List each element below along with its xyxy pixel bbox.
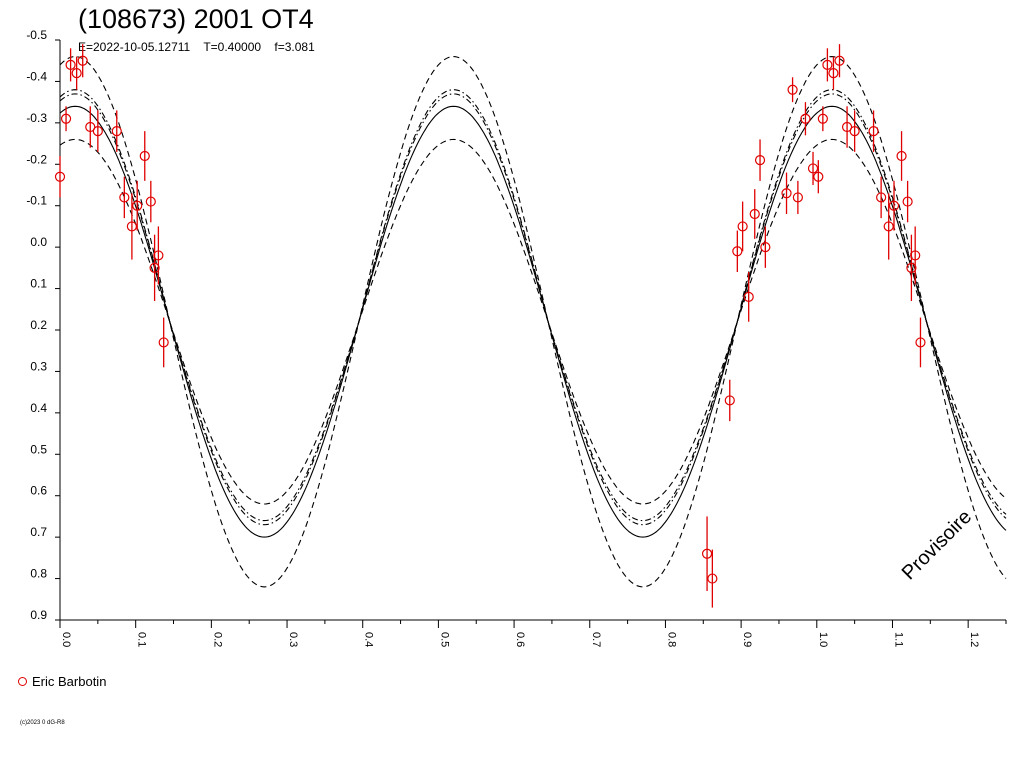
y-tick-label: -0.5 bbox=[26, 28, 47, 42]
data-point bbox=[915, 337, 926, 348]
data-point bbox=[132, 200, 143, 211]
data-point bbox=[760, 242, 771, 253]
y-tick-label: 0.1 bbox=[30, 277, 47, 291]
x-tick-label: 0.3 bbox=[287, 632, 299, 647]
model-curve-center bbox=[59, 105, 1007, 538]
data-point bbox=[781, 188, 792, 199]
data-point bbox=[111, 126, 122, 137]
data-point bbox=[868, 126, 879, 137]
model-curves bbox=[59, 56, 1007, 588]
data-point bbox=[902, 196, 913, 207]
x-tick-label: 1.1 bbox=[892, 632, 904, 647]
data-point bbox=[828, 68, 839, 79]
data-point bbox=[849, 126, 860, 137]
x-tick-label: 0.1 bbox=[136, 632, 148, 647]
model-curve-inner-2 bbox=[59, 89, 1007, 522]
data-point bbox=[158, 337, 169, 348]
data-point bbox=[65, 59, 76, 70]
data-point bbox=[701, 548, 713, 559]
chart-title: (108673) 2001 OT4 bbox=[78, 4, 314, 34]
axes: -0.5 -0.4 -0.3 -0.2 -0.1 0.0 0.1 0.2 0.3 0.4 0.5 0.… bbox=[26, 28, 1007, 647]
y-tick-label: 0.3 bbox=[30, 359, 47, 373]
legend: Eric Barbotin bbox=[18, 674, 106, 689]
data-point bbox=[153, 250, 164, 261]
data-point bbox=[834, 55, 845, 66]
data-point bbox=[139, 150, 150, 162]
y-tick-label: 0.0 bbox=[30, 235, 47, 249]
data-point bbox=[71, 68, 82, 79]
data-point bbox=[126, 221, 137, 232]
y-tick-label: -0.3 bbox=[26, 111, 47, 125]
y-tick-label: 0.7 bbox=[30, 525, 47, 539]
data-point bbox=[60, 113, 72, 124]
data-point bbox=[906, 262, 917, 273]
data-point bbox=[910, 250, 921, 261]
data-point bbox=[732, 246, 743, 257]
data-point bbox=[792, 192, 803, 203]
x-tick-label: 1.0 bbox=[817, 632, 829, 647]
legend-marker-icon bbox=[18, 677, 27, 686]
x-tick-label: 0.6 bbox=[514, 632, 526, 647]
data-point bbox=[883, 221, 894, 232]
data-point bbox=[77, 55, 88, 66]
data-point bbox=[787, 84, 798, 95]
data-point bbox=[707, 573, 718, 584]
y-tick-label: -0.2 bbox=[26, 152, 47, 166]
x-tick-label: 1.2 bbox=[968, 632, 980, 647]
data-point bbox=[896, 150, 907, 162]
x-tick-label: 0.9 bbox=[741, 632, 753, 647]
x-tick-label: 0.4 bbox=[363, 632, 375, 647]
data-point bbox=[145, 196, 156, 207]
data-point bbox=[841, 121, 853, 133]
data-point bbox=[876, 192, 887, 203]
y-tick-label: 0.5 bbox=[30, 442, 47, 456]
x-tick-label: 0.5 bbox=[438, 632, 450, 647]
data-point bbox=[817, 113, 828, 124]
x-tick-label: 0.2 bbox=[211, 632, 223, 647]
data-point bbox=[888, 200, 900, 211]
x-tick-label: 0.0 bbox=[60, 632, 72, 647]
x-tick-label: 0.7 bbox=[590, 632, 602, 647]
data-point bbox=[737, 221, 748, 232]
y-tick-label: 0.9 bbox=[30, 608, 47, 622]
model-curve-outer-1 bbox=[59, 138, 1007, 505]
data-point bbox=[54, 171, 66, 182]
model-curve-outer-2 bbox=[59, 56, 1007, 588]
data-point bbox=[749, 208, 760, 220]
copyright-footer: (c)2023 0 dG-R8 bbox=[20, 720, 65, 726]
data-point bbox=[119, 192, 130, 203]
data-point bbox=[85, 121, 96, 133]
ephemeris-params: E=2022-10-05.12711 T=0.40000 f=3.081 bbox=[78, 40, 315, 54]
data-point bbox=[813, 171, 824, 182]
data-points bbox=[54, 44, 926, 608]
data-point bbox=[92, 126, 103, 137]
data-point bbox=[724, 395, 735, 406]
y-tick-label: -0.4 bbox=[26, 69, 47, 83]
data-point bbox=[149, 262, 160, 273]
y-tick-label: 0.6 bbox=[30, 484, 47, 498]
y-tick-label: 0.2 bbox=[30, 318, 47, 332]
data-point bbox=[800, 113, 811, 124]
y-tick-label: -0.1 bbox=[26, 194, 47, 208]
data-point bbox=[743, 291, 754, 302]
x-tick-label: 0.8 bbox=[665, 632, 677, 647]
data-point bbox=[754, 155, 766, 166]
y-tick-label: 0.4 bbox=[30, 401, 47, 415]
data-point bbox=[822, 59, 833, 70]
y-tick-label: 0.8 bbox=[30, 567, 47, 581]
data-point bbox=[807, 163, 819, 174]
model-curve-inner-1 bbox=[59, 93, 1007, 526]
legend-label: Eric Barbotin bbox=[32, 674, 107, 689]
